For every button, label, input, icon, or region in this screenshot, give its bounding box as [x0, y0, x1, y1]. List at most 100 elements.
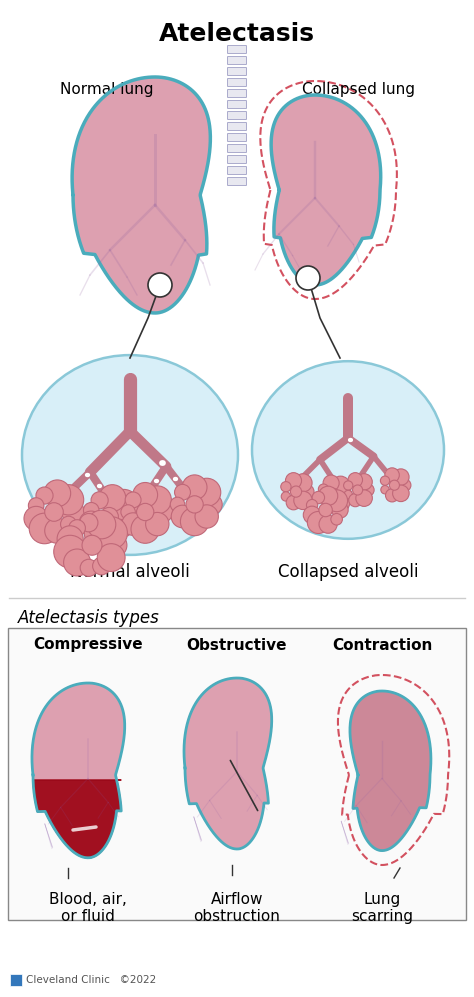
Circle shape	[137, 503, 154, 520]
Text: Atelectasis types: Atelectasis types	[18, 609, 160, 627]
FancyBboxPatch shape	[228, 57, 246, 65]
Text: Cleveland Clinic   ©2022: Cleveland Clinic ©2022	[26, 975, 156, 985]
Circle shape	[201, 494, 222, 514]
Polygon shape	[32, 683, 125, 857]
Circle shape	[28, 498, 44, 513]
FancyBboxPatch shape	[228, 156, 246, 164]
Circle shape	[303, 506, 321, 523]
Circle shape	[116, 521, 132, 537]
Circle shape	[307, 511, 329, 533]
Text: Obstructive: Obstructive	[187, 637, 287, 652]
Circle shape	[133, 483, 158, 507]
Polygon shape	[33, 780, 121, 857]
FancyBboxPatch shape	[228, 112, 246, 120]
Text: Compressive: Compressive	[33, 637, 143, 652]
Circle shape	[285, 473, 301, 489]
Circle shape	[131, 514, 159, 543]
Circle shape	[385, 468, 399, 483]
Text: Lung
scarring: Lung scarring	[351, 892, 413, 924]
Text: Normal alveoli: Normal alveoli	[70, 563, 190, 581]
Circle shape	[117, 505, 139, 528]
Circle shape	[286, 496, 301, 509]
Circle shape	[36, 487, 53, 504]
Circle shape	[381, 476, 390, 486]
Circle shape	[121, 504, 135, 519]
Circle shape	[344, 481, 353, 491]
Polygon shape	[184, 678, 272, 849]
Circle shape	[103, 533, 127, 557]
Polygon shape	[350, 691, 431, 850]
Circle shape	[319, 503, 332, 516]
FancyBboxPatch shape	[228, 145, 246, 153]
Circle shape	[281, 492, 291, 501]
Circle shape	[385, 489, 399, 501]
FancyBboxPatch shape	[8, 628, 466, 920]
FancyBboxPatch shape	[228, 68, 246, 76]
Circle shape	[69, 519, 85, 536]
FancyBboxPatch shape	[228, 166, 246, 174]
Circle shape	[362, 484, 374, 497]
Circle shape	[79, 511, 103, 535]
Polygon shape	[72, 77, 210, 313]
Circle shape	[64, 549, 91, 576]
Circle shape	[353, 485, 363, 496]
Circle shape	[143, 486, 172, 514]
Circle shape	[84, 517, 115, 548]
Circle shape	[192, 479, 221, 506]
Circle shape	[319, 487, 338, 505]
Circle shape	[174, 485, 191, 500]
Circle shape	[57, 525, 83, 552]
Circle shape	[331, 494, 350, 511]
Circle shape	[319, 484, 328, 495]
Circle shape	[331, 513, 342, 525]
Circle shape	[356, 490, 373, 506]
Circle shape	[171, 505, 194, 527]
FancyBboxPatch shape	[10, 974, 22, 986]
Circle shape	[296, 266, 320, 290]
Circle shape	[291, 486, 301, 498]
Circle shape	[80, 513, 98, 531]
Circle shape	[356, 474, 372, 491]
Circle shape	[62, 500, 84, 523]
Circle shape	[109, 490, 139, 519]
Circle shape	[146, 512, 169, 535]
Circle shape	[381, 486, 389, 494]
Circle shape	[301, 485, 314, 498]
Circle shape	[344, 491, 353, 498]
Circle shape	[323, 475, 339, 492]
Circle shape	[148, 273, 172, 297]
Circle shape	[182, 475, 207, 499]
Circle shape	[181, 507, 209, 535]
Circle shape	[45, 518, 70, 543]
Circle shape	[307, 499, 318, 510]
Circle shape	[331, 477, 350, 495]
FancyBboxPatch shape	[228, 123, 246, 131]
Text: Atelectasis: Atelectasis	[159, 22, 315, 46]
Polygon shape	[33, 780, 121, 857]
Text: Normal lung: Normal lung	[60, 83, 154, 98]
FancyBboxPatch shape	[228, 134, 246, 142]
Circle shape	[100, 507, 118, 526]
Circle shape	[97, 543, 125, 571]
Circle shape	[44, 480, 71, 506]
FancyBboxPatch shape	[228, 101, 246, 109]
Circle shape	[348, 473, 363, 488]
Circle shape	[324, 498, 338, 512]
Circle shape	[170, 498, 185, 511]
Circle shape	[24, 506, 48, 530]
Ellipse shape	[22, 355, 238, 555]
Circle shape	[195, 504, 219, 528]
Circle shape	[392, 486, 409, 501]
Circle shape	[54, 485, 84, 514]
Circle shape	[82, 535, 102, 555]
Circle shape	[54, 535, 86, 568]
FancyBboxPatch shape	[228, 177, 246, 185]
Circle shape	[332, 501, 348, 518]
Circle shape	[326, 490, 347, 511]
Text: Collapsed alveoli: Collapsed alveoli	[278, 563, 418, 581]
Circle shape	[100, 522, 125, 548]
Circle shape	[91, 492, 108, 508]
Circle shape	[61, 516, 77, 532]
Circle shape	[92, 557, 110, 575]
Circle shape	[29, 513, 60, 543]
